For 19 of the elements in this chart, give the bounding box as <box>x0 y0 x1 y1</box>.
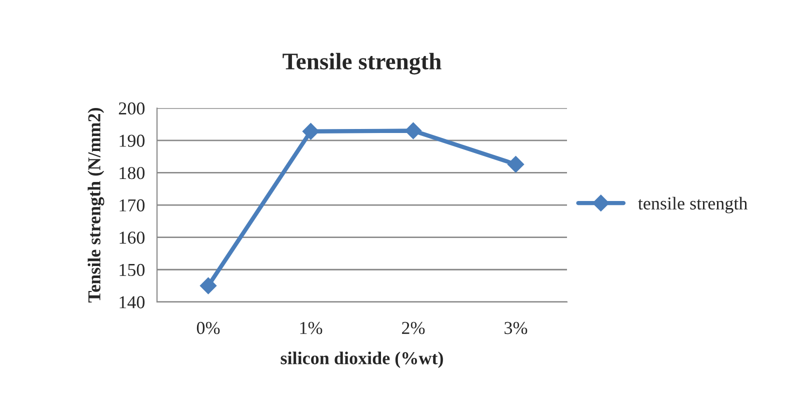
y-tick-label: 190 <box>120 134 145 147</box>
x-tick-label: 2% <box>402 322 425 334</box>
point <box>404 122 422 140</box>
y-tick-label: 150 <box>120 264 145 276</box>
legend-label: tensile strength <box>638 196 748 214</box>
point <box>200 277 217 294</box>
y-tick-label: 170 <box>120 199 145 212</box>
y-tick-label: 160 <box>120 232 145 244</box>
point <box>302 123 320 140</box>
y-tick-label: 200 <box>118 102 145 115</box>
y-axis-title: Tensile strength (N/mm2) <box>88 108 104 303</box>
x-tick-label: 0% <box>196 322 220 334</box>
x-tick-label: 1% <box>300 322 322 334</box>
x-tick-label: 3% <box>504 322 528 334</box>
chart-title: Tensile strength <box>282 52 442 74</box>
point <box>507 156 524 173</box>
x-axis-title: silicon dioxide (%wt) <box>280 352 443 368</box>
y-tick-label: 140 <box>120 296 145 308</box>
y-tick-label: 180 <box>120 166 145 180</box>
